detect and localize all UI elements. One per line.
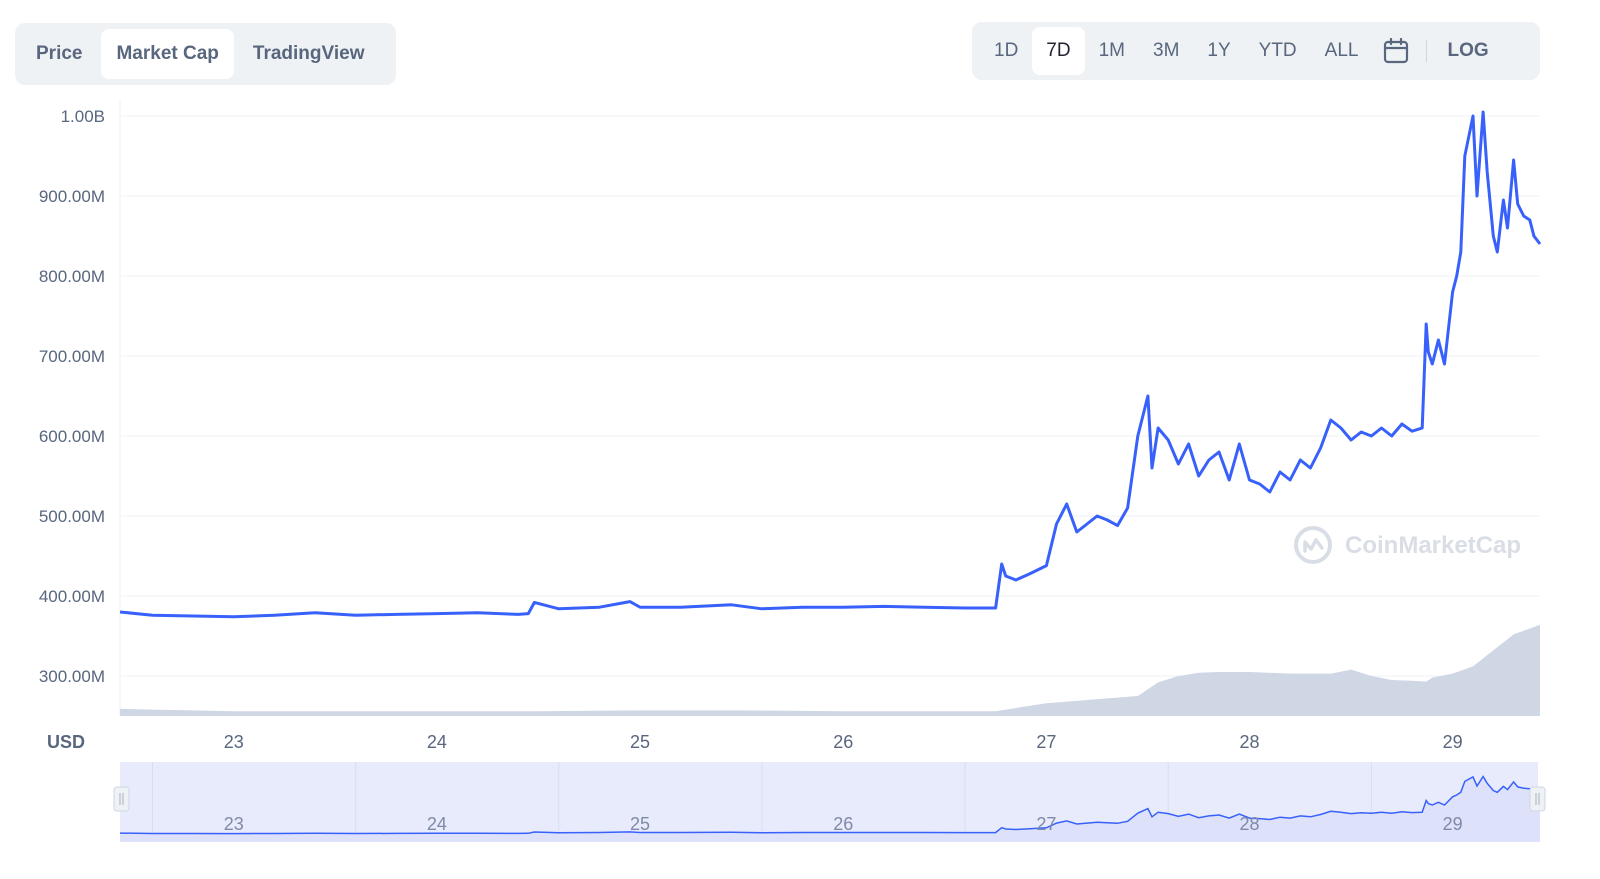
y-tick-label: 400.00M (39, 587, 105, 606)
navigator-tick-label: 25 (630, 814, 650, 834)
navigator-tick-label: 23 (224, 814, 244, 834)
x-tick-label: 27 (1036, 732, 1056, 752)
time-range-selector: 1D 7D 1M 3M 1Y YTD ALL LOG (972, 22, 1540, 80)
volume-area (120, 624, 1540, 716)
y-tick-label: 600.00M (39, 427, 105, 446)
range-7d-button[interactable]: 7D (1032, 27, 1085, 75)
log-scale-button[interactable]: LOG (1447, 40, 1489, 61)
x-tick-label: 24 (427, 732, 447, 752)
x-tick-label: 28 (1239, 732, 1259, 752)
x-axis-labels: 23 24 25 26 27 28 29 (224, 732, 1463, 752)
tab-tradingview[interactable]: TradingView (252, 43, 365, 64)
x-tick-label: 29 (1443, 732, 1463, 752)
range-divider (1426, 40, 1428, 62)
y-tick-label: 900.00M (39, 187, 105, 206)
watermark: CoinMarketCap (1294, 526, 1521, 564)
navigator-left-handle[interactable] (113, 786, 130, 812)
navigator-area (120, 776, 1540, 842)
navigator-tick-label: 28 (1239, 814, 1259, 834)
navigator-tick-label: 29 (1443, 814, 1463, 834)
y-axis-labels: 300.00M 400.00M 500.00M 600.00M 700.00M 800.0… (39, 107, 105, 686)
navigator-x-labels: 23 24 25 26 27 28 29 (224, 814, 1463, 834)
range-1d-button[interactable]: 1D (994, 40, 1019, 61)
watermark-text: CoinMarketCap (1345, 532, 1521, 559)
range-3m-button[interactable]: 3M (1153, 40, 1180, 61)
x-tick-label: 26 (833, 732, 853, 752)
y-tick-label: 500.00M (39, 507, 105, 526)
range-ytd-button[interactable]: YTD (1258, 40, 1297, 61)
x-tick-label: 23 (224, 732, 244, 752)
range-1y-button[interactable]: 1Y (1207, 40, 1231, 61)
navigator[interactable]: 23 24 25 26 27 28 29 (113, 762, 1546, 842)
navigator-tick-label: 26 (833, 814, 853, 834)
coinmarketcap-logo-icon (1294, 526, 1332, 564)
navigator-line (119, 775, 1541, 835)
chart-type-tabs: Price Market Cap TradingView (15, 23, 396, 85)
calendar-icon[interactable] (1372, 27, 1420, 75)
y-tick-label: 700.00M (39, 347, 105, 366)
x-tick-label: 25 (630, 732, 650, 752)
currency-label: USD (47, 732, 85, 752)
navigator-tick-label: 27 (1036, 814, 1056, 834)
navigator-right-handle[interactable] (1529, 786, 1546, 812)
tab-price[interactable]: Price (36, 43, 83, 64)
tab-market-cap[interactable]: Market Cap (101, 29, 234, 79)
navigator-tick-label: 24 (427, 814, 447, 834)
y-tick-label: 1.00B (61, 107, 105, 126)
grid-lines (120, 115, 1540, 677)
range-1m-button[interactable]: 1M (1098, 40, 1125, 61)
market-cap-line (119, 110, 1542, 619)
y-tick-label: 800.00M (39, 267, 105, 286)
y-tick-label: 300.00M (39, 667, 105, 686)
range-all-button[interactable]: ALL (1324, 40, 1359, 61)
